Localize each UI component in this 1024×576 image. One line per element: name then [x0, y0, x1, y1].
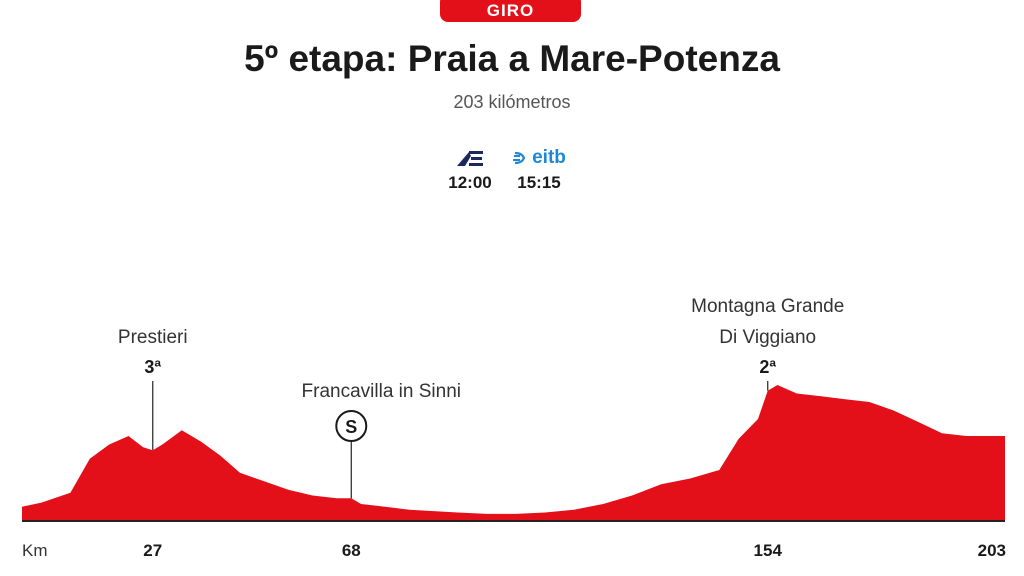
broadcast-time: 15:15 [517, 173, 561, 192]
climb-name-label: Di Viggiano [719, 327, 816, 348]
competition-badge: GIRO [440, 0, 581, 22]
sprint-circle-icon [335, 410, 368, 442]
x-axis-label: Km [22, 541, 48, 560]
climb-category-label: 3ª [144, 357, 161, 377]
stage-title: 5º etapa: Praia a Mare-Potenza [244, 38, 780, 79]
x-tick-label: 203 [978, 541, 1006, 560]
eitb-logo-icon: eitb [500, 145, 578, 171]
climb-name-label: Prestieri [118, 327, 188, 348]
eitb-logo-text: eitb [532, 147, 566, 168]
climb-name-label: Montagna Grande [691, 296, 844, 317]
elevation-profile-area [22, 385, 1005, 521]
x-tick-label: 154 [754, 541, 783, 560]
broadcast-teledeporte: 12:00 [438, 145, 502, 193]
x-tick-label: 27 [143, 541, 162, 560]
teledeporte-logo-icon [438, 145, 502, 171]
x-tick-label: 68 [342, 541, 361, 560]
sprint-name-label: Francavilla in Sinni [302, 381, 461, 402]
broadcast-time: 12:00 [448, 173, 492, 192]
climb-category-label: 2ª [759, 357, 776, 377]
sprint-marker-label: S [345, 417, 357, 437]
stage-distance: 203 kilómetros [453, 92, 571, 112]
broadcast-eitb: eitb 15:15 [500, 145, 578, 193]
